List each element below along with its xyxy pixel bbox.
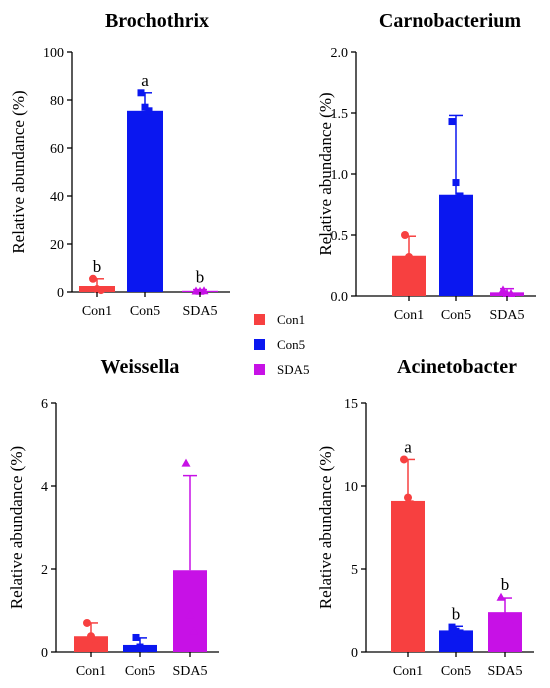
y-tick-label: 2: [41, 563, 48, 578]
y-tick-label: 0.0: [331, 290, 349, 305]
data-point-sda5: [181, 458, 191, 467]
data-point-con1: [404, 493, 412, 502]
bar-con1: [392, 255, 426, 296]
chart-panel-weissella: Weissella Relative abundance (%) 0 2 4 6 Con1 C…: [7, 356, 219, 679]
significance-letter: b: [452, 604, 461, 623]
legend-label-con1: Con1: [277, 312, 305, 327]
data-point-sda5: [500, 610, 510, 619]
significance-letter: b: [93, 257, 102, 276]
legend-label-con5: Con5: [277, 337, 305, 352]
y-tick-label: 0: [351, 646, 358, 661]
data-point-con5: [452, 627, 460, 635]
y-tick-label: 0.5: [331, 229, 349, 244]
data-point-con1: [409, 261, 417, 270]
y-tick-label: 4: [41, 480, 48, 495]
y-tick-label: 10: [344, 480, 358, 495]
data-point-con5: [140, 645, 148, 653]
y-tick-label: 20: [50, 238, 64, 253]
data-point-con1: [408, 500, 416, 509]
legend-swatch-sda5: [254, 364, 265, 375]
x-tick-label: SDA5: [489, 308, 524, 323]
data-point-con5: [137, 89, 145, 97]
y-tick-label: 5: [351, 563, 358, 578]
legend-swatch-con1: [254, 314, 265, 325]
data-point-con1: [400, 455, 408, 464]
data-point-con1: [87, 632, 95, 641]
bar-con5: [439, 630, 473, 652]
chart-panel-carnobacterium: Carnobacterium Relative abundance (%) 0.0 0…: [316, 10, 536, 323]
data-point-con5: [452, 179, 460, 187]
data-point-con5: [448, 118, 456, 126]
significance-letter: a: [141, 71, 149, 90]
chart-title: Brochothrix: [105, 10, 209, 32]
significance-letter: b: [501, 575, 510, 594]
data-point-con5: [136, 643, 144, 651]
x-tick-label: Con1: [82, 304, 112, 319]
data-point-con5: [145, 107, 153, 115]
bar-con5: [439, 194, 473, 296]
chart-panel-acinetobacter: Acinetobacter Relative abundance (%) 0 5 10 1…: [316, 356, 534, 679]
data-point-sda5: [189, 626, 199, 635]
data-point-con1: [91, 641, 99, 650]
x-tick-label: Con1: [394, 308, 424, 323]
data-point-sda5: [185, 610, 195, 619]
data-point-con1: [83, 618, 91, 627]
data-point-con5: [448, 623, 456, 631]
chart-title: Weissella: [101, 356, 180, 378]
significance-letter: b: [196, 268, 205, 287]
data-point-con5: [141, 103, 149, 111]
x-tick-label: SDA5: [487, 664, 522, 679]
data-point-sda5: [496, 592, 506, 601]
data-point-con1: [97, 286, 105, 295]
data-point-con1: [89, 274, 97, 283]
y-tick-label: 0: [57, 286, 64, 301]
bar-con1: [74, 636, 108, 652]
y-tick-label: 40: [50, 190, 64, 205]
y-axis-label: Relative abundance (%): [9, 90, 28, 253]
data-point-con1: [405, 252, 413, 261]
y-axis-label: Relative abundance (%): [316, 92, 335, 255]
y-tick-label: 60: [50, 142, 64, 157]
y-tick-label: 1.5: [331, 107, 349, 122]
data-point-sda5: [498, 285, 508, 294]
y-tick-label: 100: [43, 46, 64, 61]
y-axis-label: Relative abundance (%): [316, 446, 335, 609]
data-point-con5: [456, 192, 464, 200]
x-tick-label: Con5: [441, 664, 471, 679]
x-tick-label: Con1: [393, 664, 423, 679]
y-axis-label: Relative abundance (%): [7, 446, 26, 609]
legend-swatch-con5: [254, 339, 265, 350]
legend: Con1 Con5 SDA5: [254, 312, 310, 377]
legend-label-sda5: SDA5: [277, 362, 310, 377]
data-point-sda5: [199, 286, 209, 295]
y-tick-label: 1.0: [331, 168, 349, 183]
y-tick-label: 6: [41, 397, 48, 412]
data-point-con5: [456, 629, 464, 637]
chart-title: Acinetobacter: [397, 356, 517, 378]
chart-title: Carnobacterium: [379, 10, 522, 32]
x-tick-label: Con1: [76, 664, 106, 679]
data-point-sda5: [506, 289, 516, 298]
bar-con5: [127, 110, 163, 292]
x-tick-label: SDA5: [182, 304, 217, 319]
x-tick-label: SDA5: [172, 664, 207, 679]
data-point-con1: [401, 231, 409, 239]
data-point-sda5: [504, 615, 514, 624]
x-tick-label: Con5: [441, 308, 471, 323]
x-tick-label: Con5: [125, 664, 155, 679]
y-tick-label: 15: [344, 397, 358, 412]
y-tick-label: 80: [50, 94, 64, 109]
x-tick-label: Con5: [130, 304, 160, 319]
y-tick-label: 0: [41, 646, 48, 661]
y-tick-label: 2.0: [331, 46, 349, 61]
data-point-con5: [132, 633, 140, 641]
bar-con1: [391, 500, 425, 652]
significance-letter: a: [404, 437, 412, 456]
chart-panel-brochothrix: Brochothrix Relative abundance (%) 0 20 40 60…: [9, 10, 230, 319]
